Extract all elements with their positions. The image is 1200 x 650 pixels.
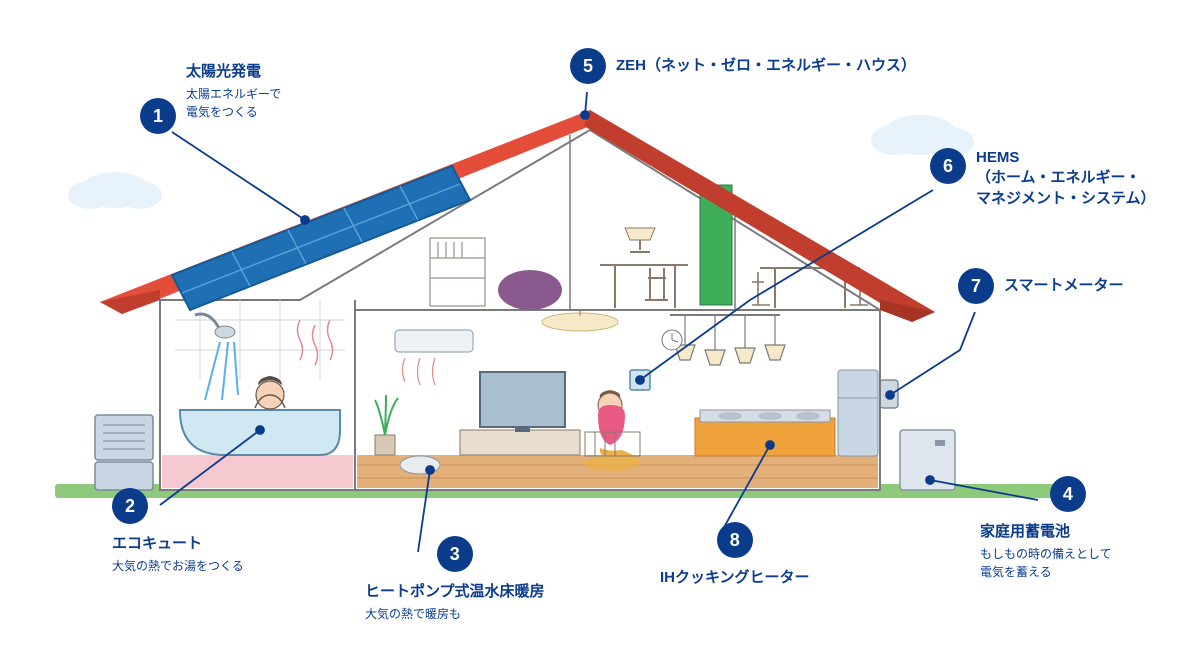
badge-8: 8 xyxy=(717,522,753,558)
callout-8-ih: 8 IHクッキングヒーター xyxy=(660,522,810,591)
callout-8-title: IHクッキングヒーター xyxy=(660,568,810,588)
energy-house-infographic: 1 太陽光発電 太陽エネルギーで 電気をつくる 2 エコキュート 大気の熱でお湯… xyxy=(0,0,1200,650)
badge-5: 5 xyxy=(570,48,606,84)
callout-2-title: エコキュート xyxy=(112,534,244,554)
heatpump-outdoor-unit xyxy=(95,415,153,490)
badge-4: 4 xyxy=(1050,476,1086,512)
callout-6-title: HEMS （ホーム・エネルギー・ マネジメント・システム） xyxy=(976,148,1156,209)
callout-4-battery: 4 家庭用蓄電池 もしもの時の備えとして 電気を蓄える xyxy=(980,476,1112,581)
callout-1-desc: 太陽エネルギーで 電気をつくる xyxy=(186,85,281,121)
callout-1-title: 太陽光発電 xyxy=(186,62,281,82)
badge-2: 2 xyxy=(112,488,148,524)
callout-4-title: 家庭用蓄電池 xyxy=(980,522,1112,542)
callout-2-ecocute: 2 エコキュート 大気の熱でお湯をつくる xyxy=(112,488,244,575)
callout-4-desc: もしもの時の備えとして 電気を蓄える xyxy=(980,545,1112,581)
callout-3-desc: 大気の熱で暖房も xyxy=(365,605,545,623)
callout-7-title: スマートメーター xyxy=(1004,276,1124,296)
callout-2-desc: 大気の熱でお湯をつくる xyxy=(112,557,244,575)
ih-cooktop xyxy=(695,410,835,456)
callout-5-title: ZEH（ネット・ゼロ・エネルギー・ハウス） xyxy=(616,56,916,76)
callout-3-title: ヒートポンプ式温水床暖房 xyxy=(365,582,545,602)
callout-1-solar: 1 太陽光発電 太陽エネルギーで 電気をつくる xyxy=(140,62,281,134)
badge-7: 7 xyxy=(958,268,994,304)
callout-3-floorheating: 3 ヒートポンプ式温水床暖房 大気の熱で暖房も xyxy=(365,536,545,623)
badge-3: 3 xyxy=(437,536,473,572)
callout-5-zeh: 5 ZEH（ネット・ゼロ・エネルギー・ハウス） xyxy=(570,48,916,84)
callout-6-hems: 6 HEMS （ホーム・エネルギー・ マネジメント・システム） xyxy=(930,148,1156,212)
badge-1: 1 xyxy=(140,98,176,134)
badge-6: 6 xyxy=(930,148,966,184)
callout-7-smartmeter: 7 スマートメーター xyxy=(958,268,1124,304)
